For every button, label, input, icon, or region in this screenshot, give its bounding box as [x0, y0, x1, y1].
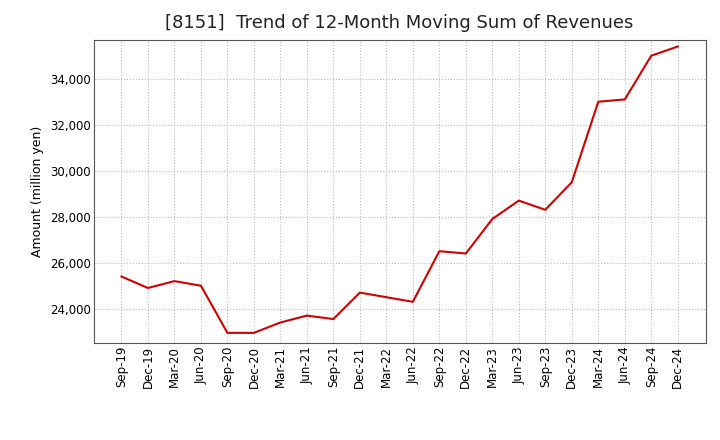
- Title: [8151]  Trend of 12-Month Moving Sum of Revenues: [8151] Trend of 12-Month Moving Sum of R…: [166, 15, 634, 33]
- Y-axis label: Amount (million yen): Amount (million yen): [32, 126, 45, 257]
